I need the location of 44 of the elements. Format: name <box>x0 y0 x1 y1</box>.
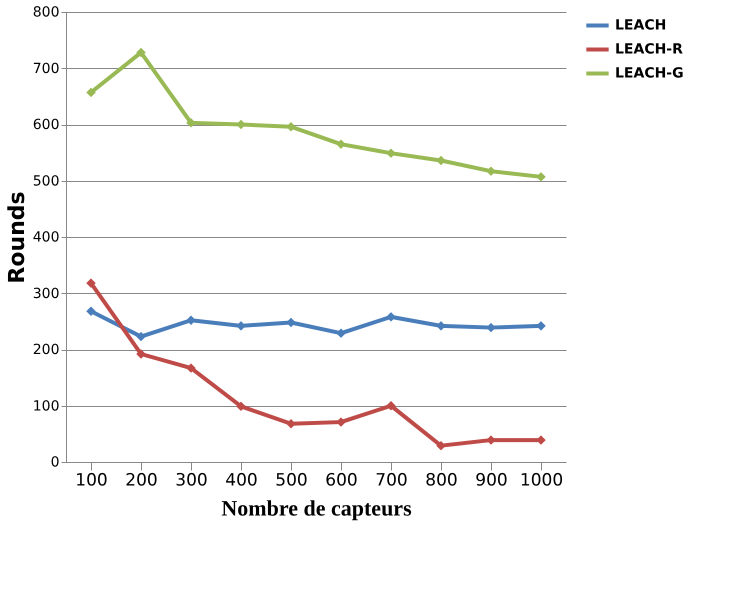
point <box>436 440 446 450</box>
point <box>386 148 396 158</box>
y-tick-label: 400 <box>32 230 60 246</box>
x-tick-label: 100 <box>75 470 108 490</box>
point <box>136 349 146 359</box>
x-tick-label: 400 <box>225 470 258 490</box>
x-tick-label: 800 <box>425 470 458 490</box>
point <box>336 139 346 149</box>
y-tick-label: 0 <box>50 454 60 470</box>
point <box>136 332 146 342</box>
x-tick-label: 900 <box>475 470 508 490</box>
point <box>86 88 96 98</box>
y-tick-label: 600 <box>32 117 60 133</box>
point <box>336 328 346 338</box>
point <box>436 156 446 166</box>
point <box>86 306 96 316</box>
y-tick-label: 200 <box>32 342 60 358</box>
point <box>136 48 146 58</box>
legend-label: LEACH-R <box>615 42 684 58</box>
y-tick-label: 300 <box>32 286 60 302</box>
y-tick-label: 100 <box>32 398 60 414</box>
legend-label: LEACH <box>615 18 666 34</box>
x-tick-label: 300 <box>175 470 208 490</box>
point <box>186 363 196 373</box>
point <box>386 401 396 410</box>
point <box>86 278 96 288</box>
y-tick-label: 700 <box>32 60 60 77</box>
point <box>486 166 496 176</box>
point <box>536 172 546 182</box>
x-axis-title: Nombre de capteurs <box>221 496 412 520</box>
legend-label: LEACH-G <box>615 66 684 82</box>
point <box>186 316 196 325</box>
x-tick-label: 200 <box>125 470 158 490</box>
point <box>236 402 246 412</box>
point <box>486 322 496 332</box>
x-tick-label: 700 <box>375 470 408 490</box>
x-tick-label: 500 <box>275 470 308 490</box>
y-axis-title: Rounds <box>4 191 30 284</box>
point <box>386 312 396 322</box>
x-tick-label: 1000 <box>520 470 564 490</box>
y-tick-label: 500 <box>32 173 60 190</box>
point <box>286 318 296 328</box>
y-tick-label: 800 <box>32 4 60 20</box>
x-tick-label: 600 <box>325 470 358 490</box>
